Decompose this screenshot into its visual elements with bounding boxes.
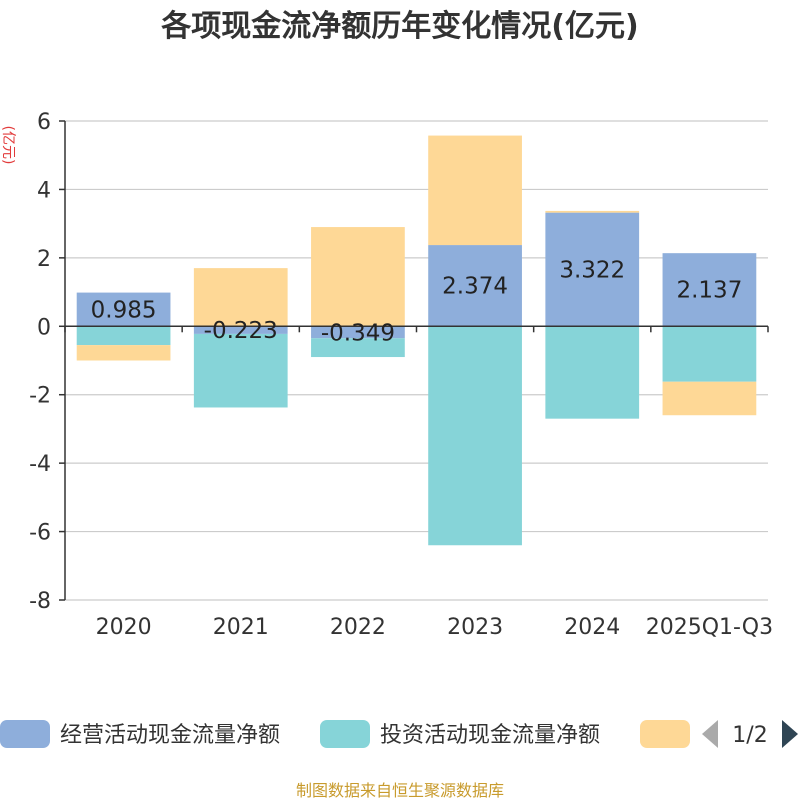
data-label: -0.223 bbox=[204, 318, 278, 344]
data-labels: 0.985 -0.223 -0.349 2.374 3.322 2.137 bbox=[91, 257, 743, 346]
x-tick-label: 2022 bbox=[330, 615, 386, 640]
bar-series1-2024[interactable] bbox=[545, 212, 640, 327]
y-tick-label: 6 bbox=[37, 110, 51, 135]
legend-swatch-3[interactable] bbox=[640, 720, 690, 748]
data-label: -0.349 bbox=[321, 320, 395, 346]
bar-series3-2025Q1-Q3[interactable] bbox=[662, 381, 757, 416]
bar-series2-2025Q1-Q3[interactable] bbox=[662, 326, 757, 382]
legend-page-indicator: 1/2 bbox=[732, 723, 767, 748]
bar-series3-2023[interactable] bbox=[428, 135, 522, 246]
x-tick-label: 2024 bbox=[564, 615, 620, 640]
bar-series3-2020[interactable] bbox=[76, 345, 171, 361]
data-label: 2.374 bbox=[442, 274, 508, 300]
y-axis-unit-label: (亿元) bbox=[0, 126, 16, 165]
x-tick-label: 2021 bbox=[213, 615, 269, 640]
legend-label-1[interactable]: 经营活动现金流量净额 bbox=[60, 723, 280, 748]
bar-series1-2023[interactable] bbox=[428, 245, 522, 327]
data-label: 0.985 bbox=[91, 297, 157, 323]
bar-series3-2022[interactable] bbox=[311, 227, 405, 327]
x-tick-label: 2023 bbox=[447, 615, 503, 640]
axes: 6 4 2 0 -2 -4 -6 -8 2020 2021 2022 2023 2024 2025Q1-Q… bbox=[29, 110, 773, 640]
legend-swatch-2[interactable] bbox=[320, 720, 370, 748]
bar-series2-2020[interactable] bbox=[76, 326, 171, 346]
y-tick-label: 4 bbox=[37, 178, 51, 203]
y-tick-label: 2 bbox=[37, 247, 51, 272]
bars-group bbox=[76, 135, 757, 546]
bar-series3-2024[interactable] bbox=[545, 210, 640, 213]
y-tick-label: -2 bbox=[29, 384, 51, 409]
bar-series3-2021[interactable] bbox=[193, 268, 288, 327]
legend-prev-page-icon[interactable] bbox=[702, 720, 718, 748]
bar-series1-2025Q1-Q3[interactable] bbox=[662, 253, 757, 327]
legend-next-page-icon[interactable] bbox=[782, 720, 798, 748]
bar-series2-2021[interactable] bbox=[193, 333, 288, 408]
data-label: 2.137 bbox=[676, 278, 742, 304]
y-tick-label: -8 bbox=[29, 589, 51, 614]
bar-series2-2022[interactable] bbox=[311, 338, 405, 358]
legend: 经营活动现金流量净额 投资活动现金流量净额 1/2 bbox=[0, 720, 798, 748]
x-tick-label: 2025Q1-Q3 bbox=[646, 615, 773, 640]
bar-series1-2021[interactable] bbox=[193, 326, 288, 334]
chart-title: 各项现金流净额历年变化情况(亿元) bbox=[160, 9, 638, 44]
bar-series2-2023[interactable] bbox=[428, 326, 522, 546]
source-note: 制图数据来自恒生聚源数据库 bbox=[296, 781, 504, 800]
x-tick-label: 2020 bbox=[96, 615, 152, 640]
bar-series1-2020[interactable] bbox=[76, 292, 171, 327]
y-tick-label: -4 bbox=[29, 452, 51, 477]
bar-series1-2022[interactable] bbox=[311, 326, 405, 339]
y-tick-label: 0 bbox=[37, 315, 51, 340]
data-label: 3.322 bbox=[559, 257, 625, 283]
bar-series2-2024[interactable] bbox=[545, 326, 640, 419]
legend-label-2[interactable]: 投资活动现金流量净额 bbox=[380, 723, 600, 748]
y-tick-label: -6 bbox=[29, 521, 51, 546]
legend-swatch-1[interactable] bbox=[0, 720, 50, 748]
